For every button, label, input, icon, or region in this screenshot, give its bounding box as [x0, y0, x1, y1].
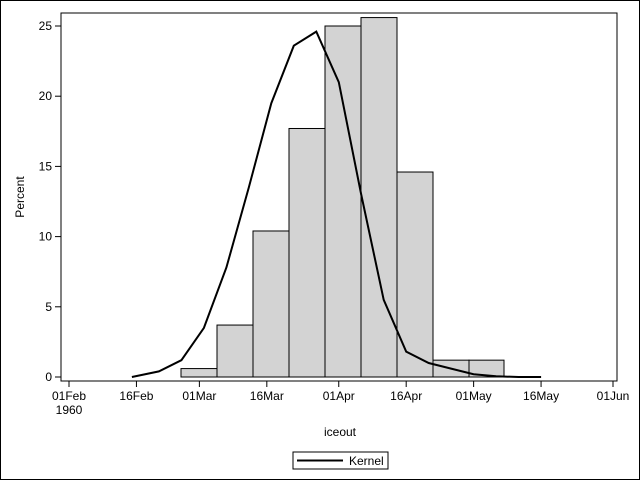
x-axis: 01Feb 16Feb 01Mar 16Mar 01Apr 16Apr 01May 16May… [52, 381, 629, 403]
x-tick-label: 01Mar [182, 389, 216, 403]
kernel-density-curve [131, 30, 542, 378]
x-tick-label: 01Feb [52, 389, 86, 403]
y-tick-label: 5 [45, 300, 52, 314]
histogram-bar [468, 359, 505, 378]
y-axis-label: Percent [13, 176, 27, 218]
y-tick-label: 25 [39, 19, 53, 33]
x-tick-label: 16May [523, 389, 559, 403]
histogram-bar [360, 17, 398, 378]
x-axis-year-label: 1960 [56, 403, 83, 417]
x-tick-label: 01May [456, 389, 492, 403]
histogram-bar [252, 230, 290, 378]
y-tick-label: 10 [39, 230, 53, 244]
histogram-bar [324, 25, 362, 378]
x-axis-label: iceout [324, 425, 357, 439]
y-tick-label: 15 [39, 159, 53, 173]
histogram-bar [180, 368, 218, 378]
y-tick-label: 0 [45, 370, 52, 384]
histogram-bar [216, 324, 254, 378]
histogram-bar [288, 127, 326, 378]
x-tick-label: 01Jun [597, 389, 630, 403]
y-axis: 0 5 10 15 20 25 [39, 19, 61, 384]
x-tick-label: 01Apr [323, 389, 355, 403]
histogram-bar [396, 171, 434, 378]
legend: Kernel [292, 451, 389, 470]
x-tick-label: 16Mar [250, 389, 284, 403]
legend-label-kernel: Kernel [349, 454, 384, 468]
y-tick-label: 20 [39, 89, 53, 103]
x-tick-label: 16Feb [119, 389, 153, 403]
x-tick-label: 16Apr [390, 389, 422, 403]
